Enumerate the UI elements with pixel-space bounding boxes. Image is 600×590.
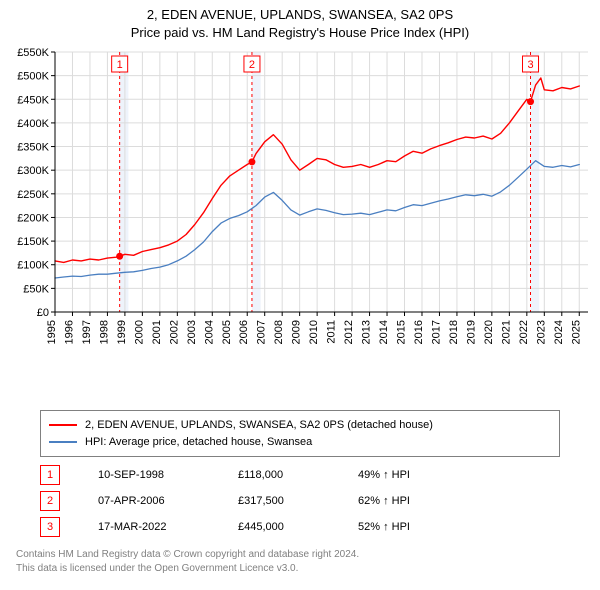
sale-price: £317,500 [238, 495, 358, 507]
svg-text:2020: 2020 [483, 320, 495, 344]
sale-date: 17-MAR-2022 [98, 521, 238, 533]
legend-label-hpi: HPI: Average price, detached house, Swan… [85, 434, 312, 451]
svg-text:£300K: £300K [17, 165, 49, 177]
title-line-1: 2, EDEN AVENUE, UPLANDS, SWANSEA, SA2 0P… [0, 6, 600, 24]
svg-text:1996: 1996 [63, 320, 75, 344]
svg-text:2012: 2012 [343, 320, 355, 344]
svg-text:2021: 2021 [500, 320, 512, 344]
chart-area: 1 2 3 £0 £50K £100K £150K £200K £250K £300K £350K £… [0, 44, 600, 374]
svg-text:£0: £0 [37, 307, 49, 319]
svg-text:2006: 2006 [238, 320, 250, 344]
svg-text:1998: 1998 [98, 320, 110, 344]
sale-hpi: 49% ↑ HPI [358, 469, 410, 481]
svg-text:2017: 2017 [430, 320, 442, 344]
legend-swatch-property [49, 424, 77, 426]
svg-text:£200K: £200K [17, 212, 49, 224]
svg-text:2009: 2009 [291, 320, 303, 344]
svg-text:2004: 2004 [203, 320, 215, 344]
footer-line-1: Contains HM Land Registry data © Crown c… [16, 548, 584, 562]
svg-text:2002: 2002 [168, 320, 180, 344]
svg-text:£50K: £50K [23, 283, 49, 295]
sale-marker-1: 1 [40, 465, 60, 485]
svg-text:2010: 2010 [308, 320, 320, 344]
legend-label-property: 2, EDEN AVENUE, UPLANDS, SWANSEA, SA2 0P… [85, 417, 433, 434]
svg-text:£450K: £450K [17, 94, 49, 106]
svg-text:2008: 2008 [273, 320, 285, 344]
svg-text:2005: 2005 [221, 320, 233, 344]
sales-table: 1 10-SEP-1998 £118,000 49% ↑ HPI 2 07-AP… [40, 462, 560, 540]
sales-row: 1 10-SEP-1998 £118,000 49% ↑ HPI [40, 462, 560, 488]
svg-text:2016: 2016 [413, 320, 425, 344]
legend-swatch-hpi [49, 441, 77, 443]
sale-date: 07-APR-2006 [98, 495, 238, 507]
svg-text:1995: 1995 [46, 320, 58, 344]
sale-marker-2: 2 [40, 491, 60, 511]
sales-row: 2 07-APR-2006 £317,500 62% ↑ HPI [40, 488, 560, 514]
sale-marker-3: 3 [40, 517, 60, 537]
sale-hpi: 62% ↑ HPI [358, 495, 410, 507]
chart-svg: 1 2 3 £0 £50K £100K £150K £200K £250K £300K £350K £… [0, 44, 600, 374]
svg-text:£100K: £100K [17, 260, 49, 272]
svg-text:£400K: £400K [17, 118, 49, 130]
sales-row: 3 17-MAR-2022 £445,000 52% ↑ HPI [40, 514, 560, 540]
svg-text:£150K: £150K [17, 236, 49, 248]
svg-text:2015: 2015 [396, 320, 408, 344]
svg-text:2022: 2022 [518, 320, 530, 344]
svg-text:2: 2 [249, 59, 255, 71]
legend: 2, EDEN AVENUE, UPLANDS, SWANSEA, SA2 0P… [40, 410, 560, 457]
sale-hpi: 52% ↑ HPI [358, 521, 410, 533]
svg-text:2023: 2023 [535, 320, 547, 344]
sale-price: £445,000 [238, 521, 358, 533]
svg-text:1999: 1999 [116, 320, 128, 344]
svg-text:£550K: £550K [17, 47, 49, 59]
svg-text:1: 1 [117, 59, 123, 71]
svg-text:2013: 2013 [361, 320, 373, 344]
svg-text:2018: 2018 [448, 320, 460, 344]
legend-item-hpi: HPI: Average price, detached house, Swan… [49, 434, 551, 451]
title-line-2: Price paid vs. HM Land Registry's House … [0, 24, 600, 42]
svg-text:2007: 2007 [256, 320, 268, 344]
svg-text:2024: 2024 [553, 320, 565, 344]
svg-text:£500K: £500K [17, 71, 49, 83]
svg-text:2014: 2014 [378, 320, 390, 344]
svg-text:1997: 1997 [81, 320, 93, 344]
svg-text:2003: 2003 [186, 320, 198, 344]
svg-text:2001: 2001 [151, 320, 163, 344]
svg-text:£350K: £350K [17, 142, 49, 154]
title-block: 2, EDEN AVENUE, UPLANDS, SWANSEA, SA2 0P… [0, 0, 600, 41]
footer: Contains HM Land Registry data © Crown c… [16, 548, 584, 575]
svg-text:2019: 2019 [465, 320, 477, 344]
svg-text:2000: 2000 [133, 320, 145, 344]
sale-price: £118,000 [238, 469, 358, 481]
legend-item-property: 2, EDEN AVENUE, UPLANDS, SWANSEA, SA2 0P… [49, 417, 551, 434]
svg-text:2011: 2011 [326, 320, 338, 344]
svg-text:2025: 2025 [570, 320, 582, 344]
svg-text:£250K: £250K [17, 189, 49, 201]
footer-line-2: This data is licensed under the Open Gov… [16, 562, 584, 576]
sale-date: 10-SEP-1998 [98, 469, 238, 481]
svg-text:3: 3 [527, 59, 533, 71]
price-chart-page: 2, EDEN AVENUE, UPLANDS, SWANSEA, SA2 0P… [0, 0, 600, 590]
